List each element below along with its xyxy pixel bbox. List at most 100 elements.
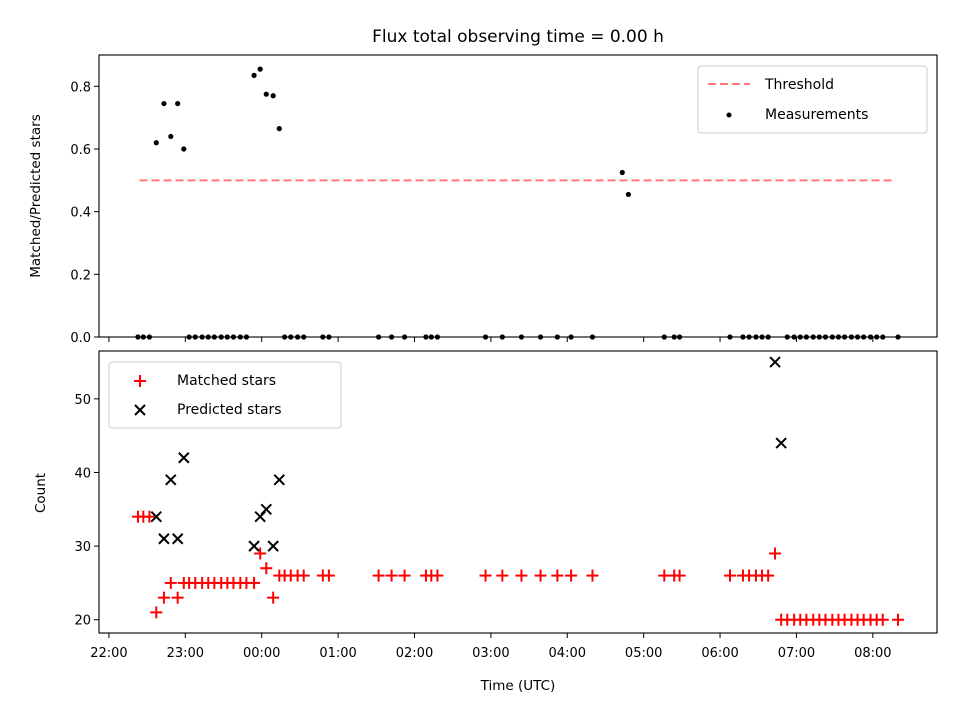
measurement-point xyxy=(295,334,301,340)
bottom-y-tick-label: 50 xyxy=(74,393,91,408)
legend-threshold-label: Threshold xyxy=(764,77,834,93)
top-y-tick-label: 0.6 xyxy=(70,143,91,158)
measurement-point xyxy=(276,126,282,132)
matched-star-point xyxy=(892,613,905,626)
matched-star-point xyxy=(876,613,889,626)
top-y-ticks: 0.0 0.2 0.4 0.6 0.8 xyxy=(70,80,99,346)
top-legend: Threshold Measurements xyxy=(697,65,928,134)
top-y-axis-label: Matched/Predicted stars xyxy=(28,114,44,277)
measurement-point xyxy=(428,334,434,340)
x-tick-label: 08:00 xyxy=(854,646,891,661)
predicted-star-point xyxy=(248,540,260,552)
measurement-point xyxy=(803,334,809,340)
top-y-tick-label: 0.4 xyxy=(70,206,91,221)
measurement-point xyxy=(375,334,382,340)
bottom-y-axis-label: Count xyxy=(33,473,49,513)
matched-star-point xyxy=(157,591,170,604)
bottom-panel: 20 30 40 50 22:00 23:00 00:00 01:00 02:00 03:00 0… xyxy=(33,350,938,694)
measurement-point xyxy=(186,334,192,340)
legend-predicted-label: Predicted stars xyxy=(177,402,282,418)
measurement-point xyxy=(146,334,153,340)
matched-star-point xyxy=(586,569,599,582)
measurement-point xyxy=(740,334,746,340)
x-tick-label: 23:00 xyxy=(167,646,204,661)
measurement-point xyxy=(326,334,332,340)
measurement-point xyxy=(135,334,141,340)
matched-star-point xyxy=(515,569,528,582)
top-x-ticks xyxy=(108,337,874,342)
top-y-tick-label: 0.2 xyxy=(70,268,91,283)
top-plot-frame xyxy=(98,54,938,338)
measurement-point xyxy=(589,334,596,340)
x-tick-label: 03:00 xyxy=(472,646,509,661)
matched-star-point xyxy=(297,569,310,582)
predicted-star-point xyxy=(260,503,273,516)
top-legend-box xyxy=(697,65,928,134)
top-y-tick-label: 0.8 xyxy=(70,80,91,95)
bottom-legend-box xyxy=(108,361,342,429)
measurement-point xyxy=(175,100,181,107)
matched-star-point xyxy=(385,569,398,582)
matched-star-point xyxy=(150,606,163,619)
measurement-point xyxy=(161,100,167,107)
matched-star-point xyxy=(143,510,156,523)
measurement-point xyxy=(205,334,211,340)
measurement-point xyxy=(263,91,269,97)
predicted-star-point xyxy=(150,510,162,523)
bottom-y-tick-label: 40 xyxy=(74,466,91,481)
predicted-star-point xyxy=(267,540,279,552)
measurement-point xyxy=(251,72,257,78)
measurement-point xyxy=(841,334,848,340)
measurement-point xyxy=(320,334,326,340)
matched-star-point xyxy=(171,591,184,604)
measurement-point xyxy=(199,334,205,340)
legend-matched-swatch xyxy=(134,375,146,387)
measurement-point xyxy=(746,334,752,340)
measurement-point xyxy=(619,169,625,176)
measurement-point xyxy=(211,334,217,340)
matched-star-point xyxy=(551,569,564,582)
measurement-point xyxy=(661,334,667,340)
legend-predicted-swatch xyxy=(134,404,146,416)
x-tick-label: 06:00 xyxy=(701,646,738,661)
matched-star-point xyxy=(164,576,177,589)
measurement-point xyxy=(625,191,631,198)
top-y-tick-label: 0.0 xyxy=(70,331,91,346)
legend-matched-label: Matched stars xyxy=(177,373,276,389)
matched-star-point xyxy=(479,569,492,582)
measurement-point xyxy=(499,334,505,340)
x-tick-label: 01:00 xyxy=(319,646,356,661)
measurement-point xyxy=(568,334,574,340)
measurement-point xyxy=(288,334,294,340)
bottom-y-ticks: 20 30 40 50 xyxy=(74,393,99,629)
predicted-star-point xyxy=(273,474,285,486)
top-panel: 0.0 0.2 0.4 0.6 0.8 Matched/Predicted stars xyxy=(28,54,938,346)
matched-star-point xyxy=(673,569,686,582)
bottom-legend: Matched stars Predicted stars xyxy=(108,361,342,429)
matched-star-point xyxy=(534,569,547,582)
measurement-point xyxy=(848,334,855,340)
predicted-star-point xyxy=(178,452,190,464)
measurement-point xyxy=(218,334,224,340)
matched-star-point xyxy=(254,547,267,560)
matched-star-point xyxy=(762,569,775,582)
legend-measurements-label: Measurements xyxy=(765,107,868,123)
measurement-point xyxy=(874,334,880,340)
measurement-point xyxy=(671,334,677,340)
measurement-point xyxy=(401,334,408,340)
x-tick-label: 05:00 xyxy=(625,646,662,661)
measurement-point xyxy=(676,334,683,340)
measurement-point xyxy=(810,334,816,340)
predicted-star-point xyxy=(158,533,170,545)
measurement-point xyxy=(282,334,288,340)
top-series xyxy=(135,66,901,340)
bottom-y-tick-label: 20 xyxy=(74,614,91,629)
predicted-star-point xyxy=(769,356,781,368)
measurement-point xyxy=(835,334,842,340)
measurement-point xyxy=(270,93,276,99)
predicted-star-point xyxy=(165,474,177,486)
measurement-point xyxy=(482,334,489,340)
measurement-point xyxy=(822,334,829,340)
bottom-y-tick-label: 30 xyxy=(74,540,91,555)
